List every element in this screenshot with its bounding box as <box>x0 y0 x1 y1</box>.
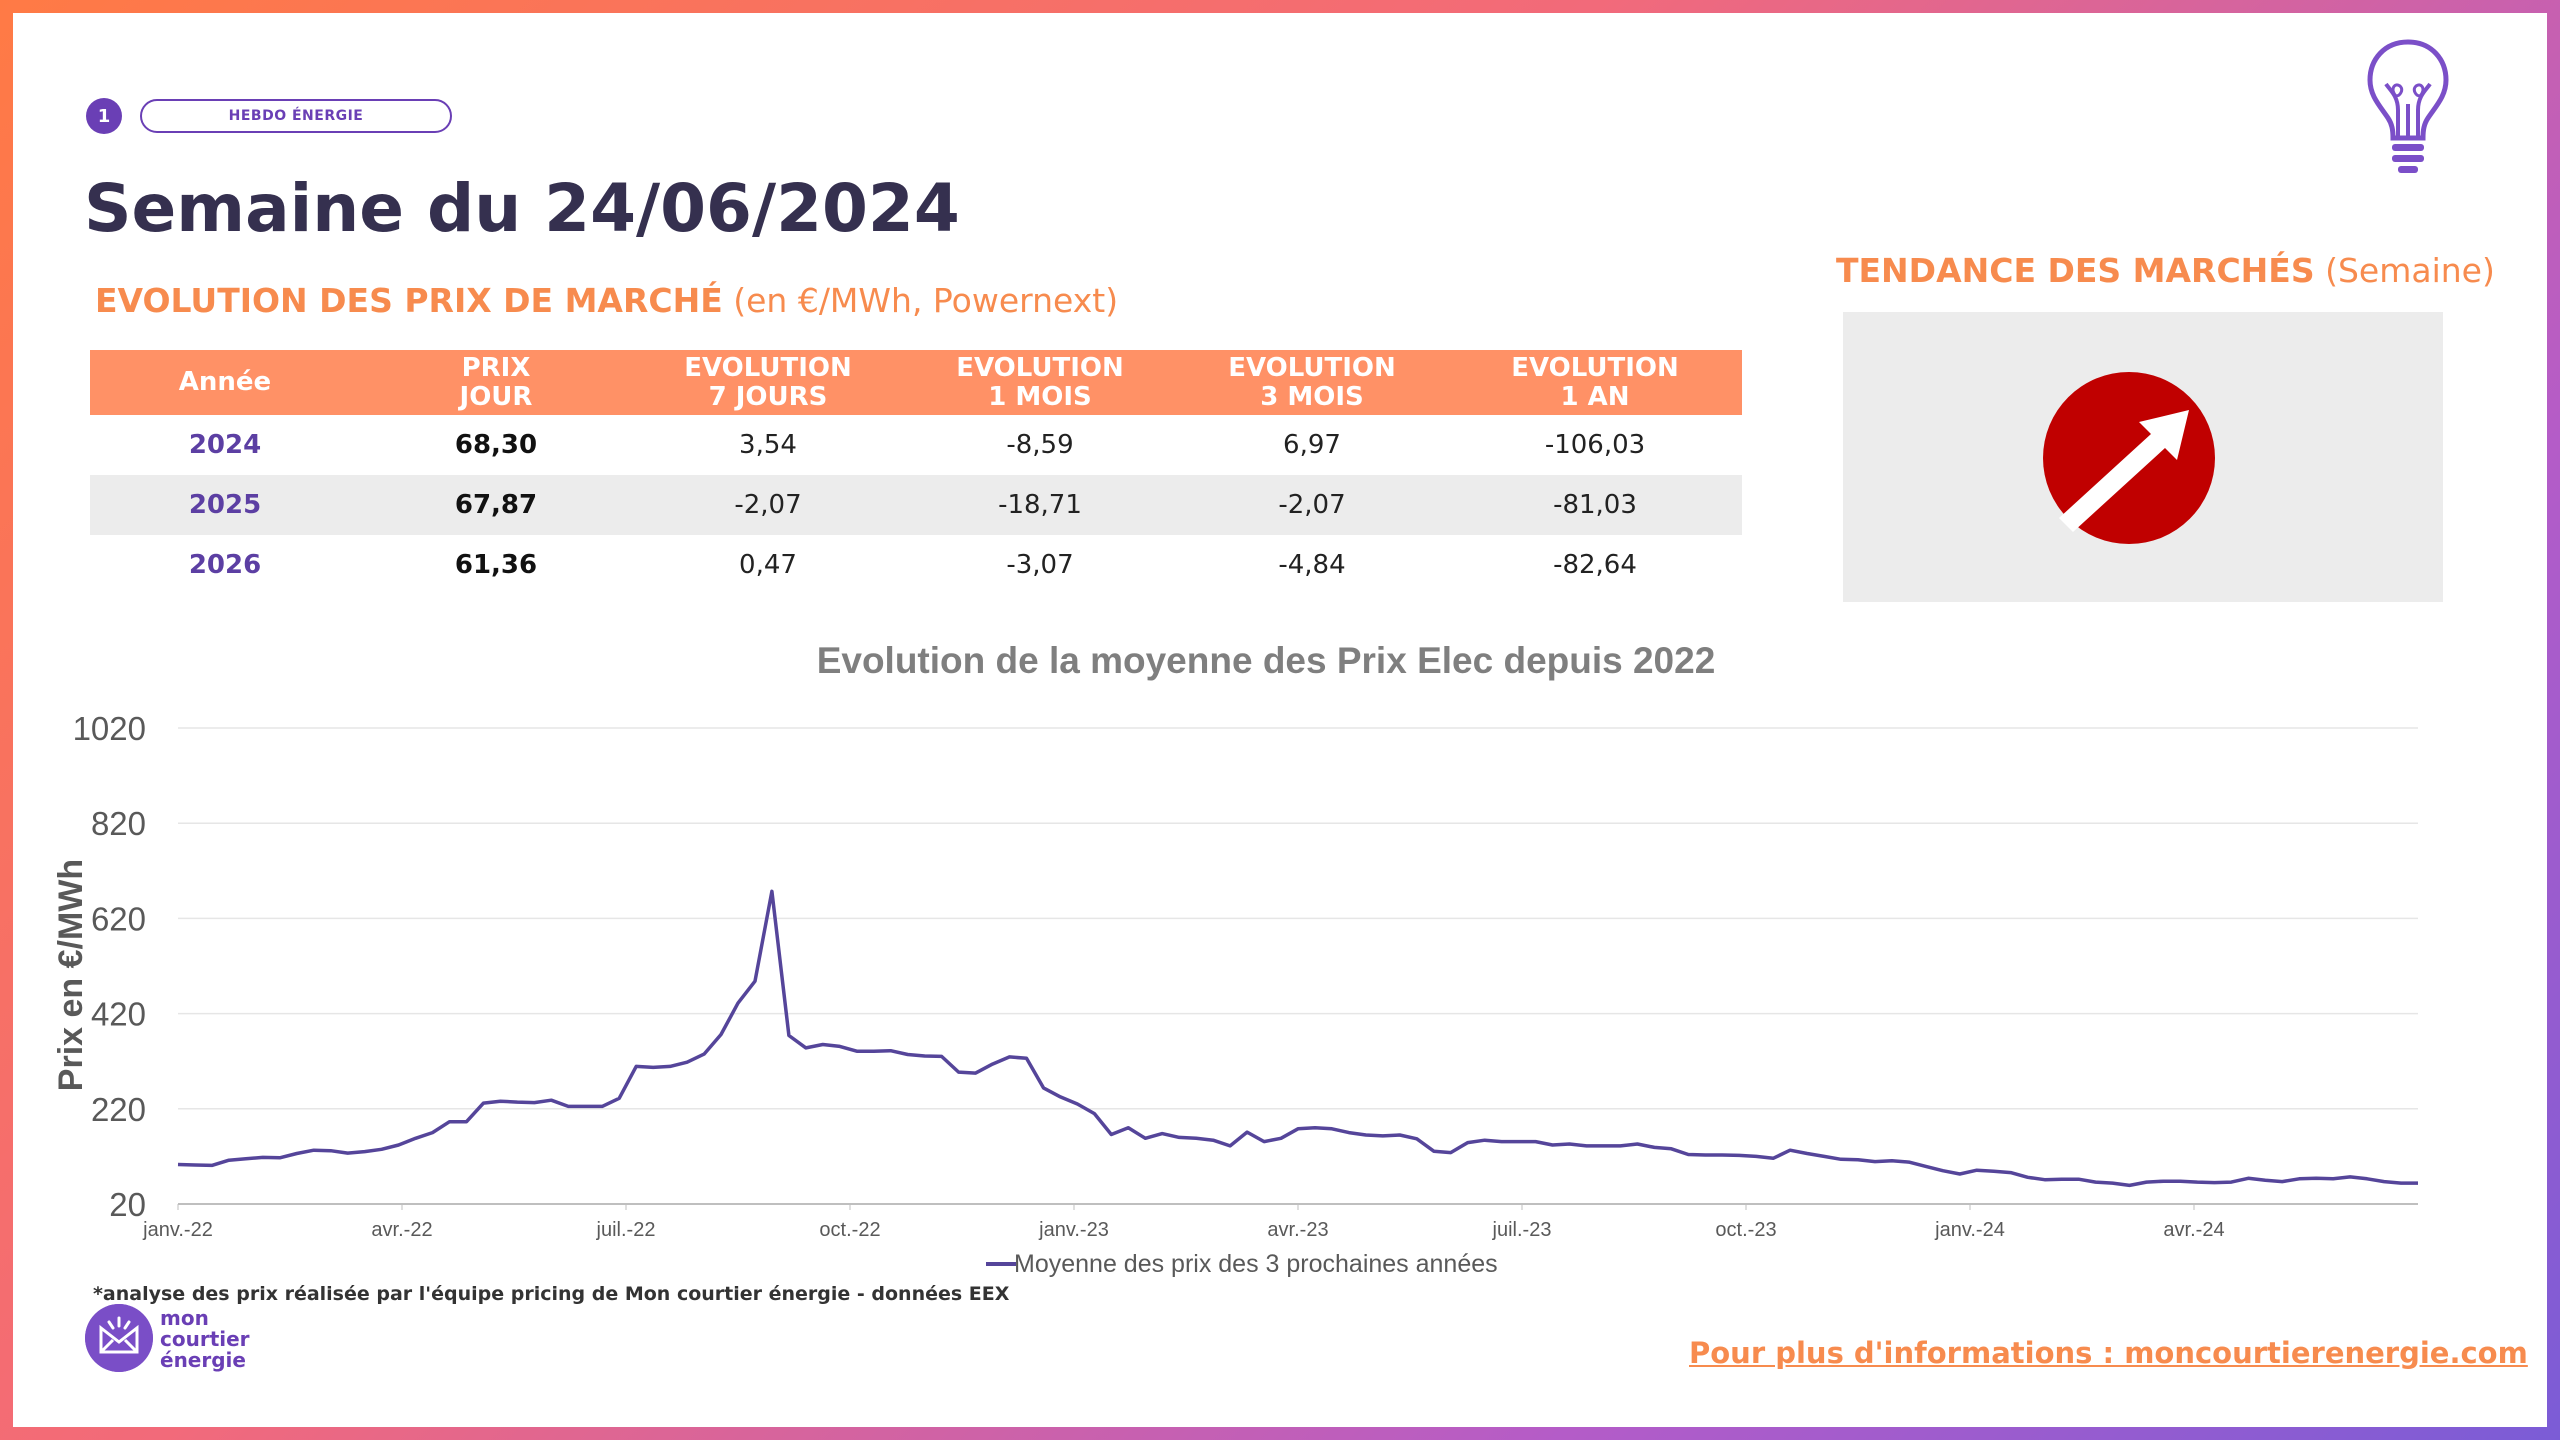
brand-logo-icon <box>85 1304 153 1372</box>
cell-year: 2026 <box>188 550 262 580</box>
chart-title: Evolution de la moyenne des Prix Elec de… <box>817 640 1716 681</box>
page-title: Semaine du 24/06/2024 <box>84 170 960 247</box>
x-tick-label: avr.-23 <box>1267 1219 1328 1241</box>
section-tag: HEBDO ÉNERGIE <box>140 99 452 133</box>
col-header-1m: EVOLUTION 1 MOIS <box>904 350 1176 415</box>
x-tick-label: janv.-23 <box>1038 1219 1109 1241</box>
y-tick-label: 1020 <box>73 710 146 747</box>
lightbulb-icon <box>2367 39 2449 173</box>
table-header-row: Année PRIX JOUR EVOLUTION 7 JOURS EVOLUTIO… <box>90 350 1742 415</box>
cell-evol-7d: 3,54 <box>739 430 797 460</box>
x-tick-label: juil.-22 <box>596 1219 656 1241</box>
y-tick-label: 820 <box>91 805 146 842</box>
x-tick-label: juil.-23 <box>1492 1219 1552 1241</box>
x-tick-label: janv.-24 <box>1934 1219 2005 1241</box>
trend-title: TENDANCE DES MARCHÉS (Semaine) <box>1836 251 2495 290</box>
col-header-1y: EVOLUTION 1 AN <box>1448 350 1742 415</box>
table-row: 2024 68,30 3,54 -8,59 6,97 -106,03 <box>90 415 1742 475</box>
cell-evol-3m: -4,84 <box>1278 550 1346 580</box>
prices-section-title: EVOLUTION DES PRIX DE MARCHÉ (en €/MWh, … <box>95 281 1119 320</box>
cell-year: 2025 <box>90 475 360 535</box>
cell-price: 61,36 <box>454 550 538 580</box>
cell-evol-7d: 0,47 <box>739 550 797 580</box>
cell-evol-1m: -8,59 <box>1006 430 1074 460</box>
series-line <box>177 889 2418 1188</box>
cell-price: 67,87 <box>360 475 632 535</box>
x-tick-label: avr.-22 <box>371 1219 432 1241</box>
cell-year: 2024 <box>188 430 262 460</box>
footnote: *analyse des prix réalisée par l'équipe … <box>93 1283 1010 1305</box>
table-row: 2025 67,87 -2,07 -18,71 -2,07 -81,03 <box>90 475 1742 535</box>
y-tick-label: 420 <box>91 996 146 1033</box>
x-tick-label: avr.-24 <box>2163 1219 2224 1241</box>
legend-label: Moyenne des prix des 3 prochaines années <box>1014 1250 1498 1278</box>
cell-evol-1y: -81,03 <box>1448 475 1742 535</box>
brand-logo-text: mon courtier énergie <box>160 1306 250 1372</box>
cell-evol-7d: -2,07 <box>632 475 904 535</box>
cell-price: 68,30 <box>454 430 538 460</box>
y-axis-label: Prix en €/MWh <box>52 859 90 1091</box>
cell-evol-1m: -3,07 <box>1006 550 1074 580</box>
col-header-price: PRIX JOUR <box>360 350 632 415</box>
x-tick-label: oct.-22 <box>819 1219 880 1241</box>
col-header-3m: EVOLUTION 3 MOIS <box>1176 350 1448 415</box>
up-right-arrow-icon <box>2043 372 2215 544</box>
x-tick-label: janv.-22 <box>142 1219 213 1241</box>
page-number-badge: 1 <box>86 98 122 134</box>
cell-evol-1m: -18,71 <box>904 475 1176 535</box>
y-tick-label: 20 <box>109 1186 146 1223</box>
cell-evol-3m: -2,07 <box>1176 475 1448 535</box>
cell-evol-3m: 6,97 <box>1283 430 1341 460</box>
more-info-link[interactable]: Pour plus d'informations : moncourtieren… <box>1689 1336 2528 1370</box>
cell-evol-1y: -106,03 <box>1544 430 1646 460</box>
slide-card <box>13 13 2547 1427</box>
col-header-7d: EVOLUTION 7 JOURS <box>632 350 904 415</box>
y-tick-label: 220 <box>91 1091 146 1128</box>
x-tick-label: oct.-23 <box>1715 1219 1776 1241</box>
legend: Moyenne des prix des 3 prochaines années <box>986 1250 1498 1278</box>
col-header-year: Année <box>90 350 360 415</box>
y-tick-label: 620 <box>91 900 146 937</box>
cell-evol-1y: -82,64 <box>1553 550 1637 580</box>
table-row: 2026 61,36 0,47 -3,07 -4,84 -82,64 <box>90 535 1742 595</box>
prices-table: Année PRIX JOUR EVOLUTION 7 JOURS EVOLUTIO… <box>90 350 1742 595</box>
